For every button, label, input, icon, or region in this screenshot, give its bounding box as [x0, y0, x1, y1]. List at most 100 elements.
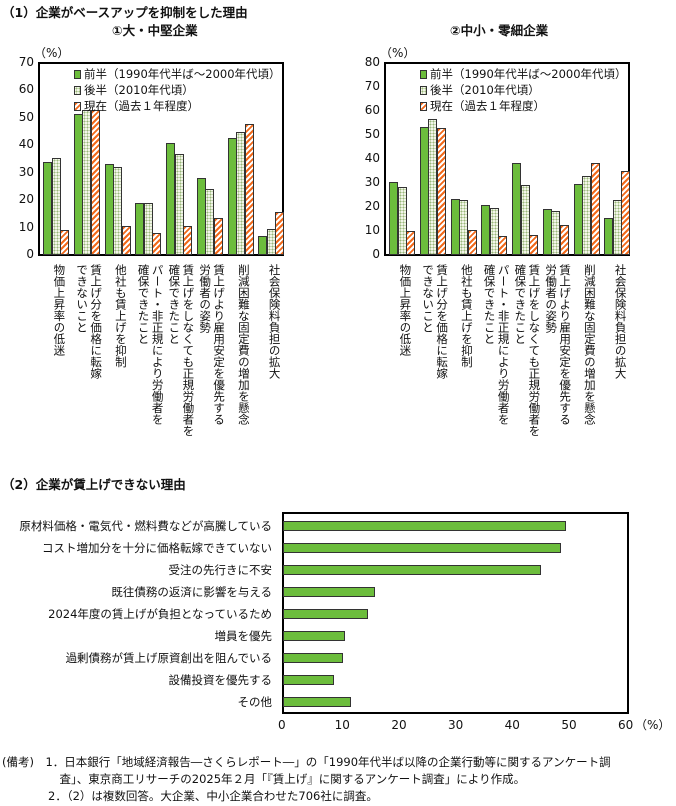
y-tick-label: 60 [18, 82, 34, 97]
x-category-label: 削減困難な固定費の増加を懸念 [236, 264, 251, 425]
x-tick-label: 0 [278, 718, 286, 732]
bar-now [244, 124, 254, 255]
legend-item: 後半（2010年代頃） [420, 82, 540, 98]
x-tick-label: 60 [618, 718, 634, 732]
y-tick-label: 10 [18, 219, 34, 234]
x-category-label: 賃上げ分を価格に転嫁 [89, 264, 104, 379]
y-category-label: 受注の先行きに不安 [168, 563, 273, 577]
x-category-label: 賃上げより雇用安定を優先する [558, 264, 573, 425]
bar-now [529, 235, 538, 255]
x-category-label: パート・非正規により労働者を [150, 264, 165, 425]
bar-reason [283, 609, 368, 619]
x-category-label: 社会保険料負担の拡大 [613, 264, 628, 379]
x-category-label: 賃上げより雇用安定を優先する [212, 264, 227, 425]
y-tick-label: 60 [364, 103, 380, 117]
bar-late [143, 202, 153, 255]
legend-item: 前半（1990年代半ば～2000年代頃） [74, 66, 281, 82]
legend-label: 現在（過去１年程度） [430, 99, 545, 113]
note-line: (備考) 1．日本銀行「地域経済報告―さくらレポート―」の「1990年代半ば以降… [2, 755, 611, 769]
y-tick-label: 40 [364, 151, 380, 165]
section1-title: （1）企業がベースアップを抑制をした理由 [2, 5, 248, 20]
bar-now [590, 163, 600, 255]
x-category-label: 確保できたこと [167, 264, 182, 345]
x-category-label: できないこと [421, 264, 436, 333]
legend-item: 前半（1990年代半ば～2000年代頃） [420, 66, 627, 82]
y-tick-label: 70 [364, 79, 380, 93]
bar-late [459, 199, 468, 255]
x-category-label: 物価上昇率の低迷 [398, 264, 413, 356]
bar-late [51, 157, 61, 255]
x-tick-label: 50 [561, 718, 577, 732]
bar-reason [283, 697, 351, 707]
legend-swatch [420, 69, 427, 79]
legend-item: 現在（過去１年程度） [74, 98, 199, 114]
legend-label: 後半（2010年代頃） [430, 83, 540, 97]
x-category-label: 他社も賃上げを抑制 [459, 264, 474, 368]
y-category-label: 増員を優先 [214, 629, 273, 643]
section2-title: （2）企業が賃上げできない理由 [2, 477, 186, 492]
bar-reason [283, 653, 343, 663]
y-category-label: 原材料価格・電気代・燃料費などが高騰している [19, 519, 272, 533]
bar-late [489, 208, 499, 255]
note-line: 査」、東京商工リサーチの2025年２月「『賃上げ』に関するアンケート調査」により… [2, 772, 526, 786]
bar-now [183, 226, 192, 255]
x-category-label: 確保できたこと [513, 264, 528, 345]
bar-now [213, 217, 223, 255]
x-category-label: 物価上昇率の低迷 [52, 264, 67, 356]
x-category-label: 賃上げ分を価格に転嫁 [435, 264, 450, 379]
x-tick-label: 20 [391, 718, 407, 732]
y-tick-label: 80 [364, 55, 380, 69]
y-category-label: 2024年度の賃上げが負担となっているため [48, 607, 272, 621]
note-line: 2．（2）は複数回答。大企業、中小企業合わせた706社に調査。 [2, 789, 378, 803]
x-category-label: 削減困難な固定費の増加を懸念 [582, 264, 597, 425]
y-category-label: 既往債務の返済に影響を与える [111, 585, 272, 599]
bar-late [174, 154, 184, 255]
bar-late [397, 186, 407, 255]
bar-late [520, 185, 530, 255]
x-category-label: 他社も賃上げを抑制 [113, 264, 128, 368]
x-category-label: 労働者の姿勢 [198, 264, 213, 333]
y-tick-label: 30 [18, 164, 34, 179]
bar-now [60, 229, 69, 255]
bar-now [152, 233, 162, 255]
legend-label: 後半（2010年代頃） [84, 83, 194, 97]
y-tick-label: 40 [18, 137, 34, 152]
x-tick-label: 10 [334, 718, 350, 732]
y-category-label: コスト増加分を十分に価格転嫁できていない [42, 541, 272, 555]
bar-reason [283, 565, 541, 575]
bar-reason [283, 587, 375, 597]
x-category-label: できないこと [75, 264, 90, 333]
bar-now [559, 225, 569, 255]
legend-label: 前半（1990年代半ば～2000年代頃） [84, 67, 281, 81]
x-category-label: パート・非正規により労働者を [496, 264, 511, 425]
y-category-label: 過剰債務が賃上げ原資創出を阻んでいる [65, 651, 272, 665]
x-category-label: 社会保険料負担の拡大 [267, 264, 282, 379]
y-tick-label: 20 [364, 199, 380, 213]
x-category-label: 確保できたこと [136, 264, 151, 345]
x-unit-label: （%） [635, 718, 671, 732]
y-tick-label: 0 [372, 247, 380, 261]
legend-swatch [74, 85, 81, 95]
plot-area [384, 62, 630, 256]
legend-swatch [74, 101, 81, 111]
chart-title: ②中小・零細企業 [450, 23, 549, 38]
legend-item: 現在（過去１年程度） [420, 98, 545, 114]
plot-area [38, 62, 284, 256]
legend-swatch [74, 69, 81, 79]
y-category-label: その他 [237, 695, 273, 709]
y-tick-label: 0 [26, 247, 34, 261]
y-tick-label: 70 [18, 55, 34, 69]
bar-now [90, 109, 100, 255]
bar-reason [283, 543, 561, 553]
x-category-label: 労働者の姿勢 [544, 264, 559, 333]
x-tick-label: 40 [504, 718, 520, 732]
bar-now [498, 235, 508, 255]
legend-swatch [420, 85, 427, 95]
legend-item: 後半（2010年代頃） [74, 82, 194, 98]
bar-late [113, 167, 122, 255]
legend-swatch [420, 101, 427, 111]
y-category-label: 設備投資を優先する [168, 673, 273, 687]
x-category-label: 賃上げをしなくても正規労働者を [527, 264, 542, 437]
bar-now [436, 127, 446, 255]
